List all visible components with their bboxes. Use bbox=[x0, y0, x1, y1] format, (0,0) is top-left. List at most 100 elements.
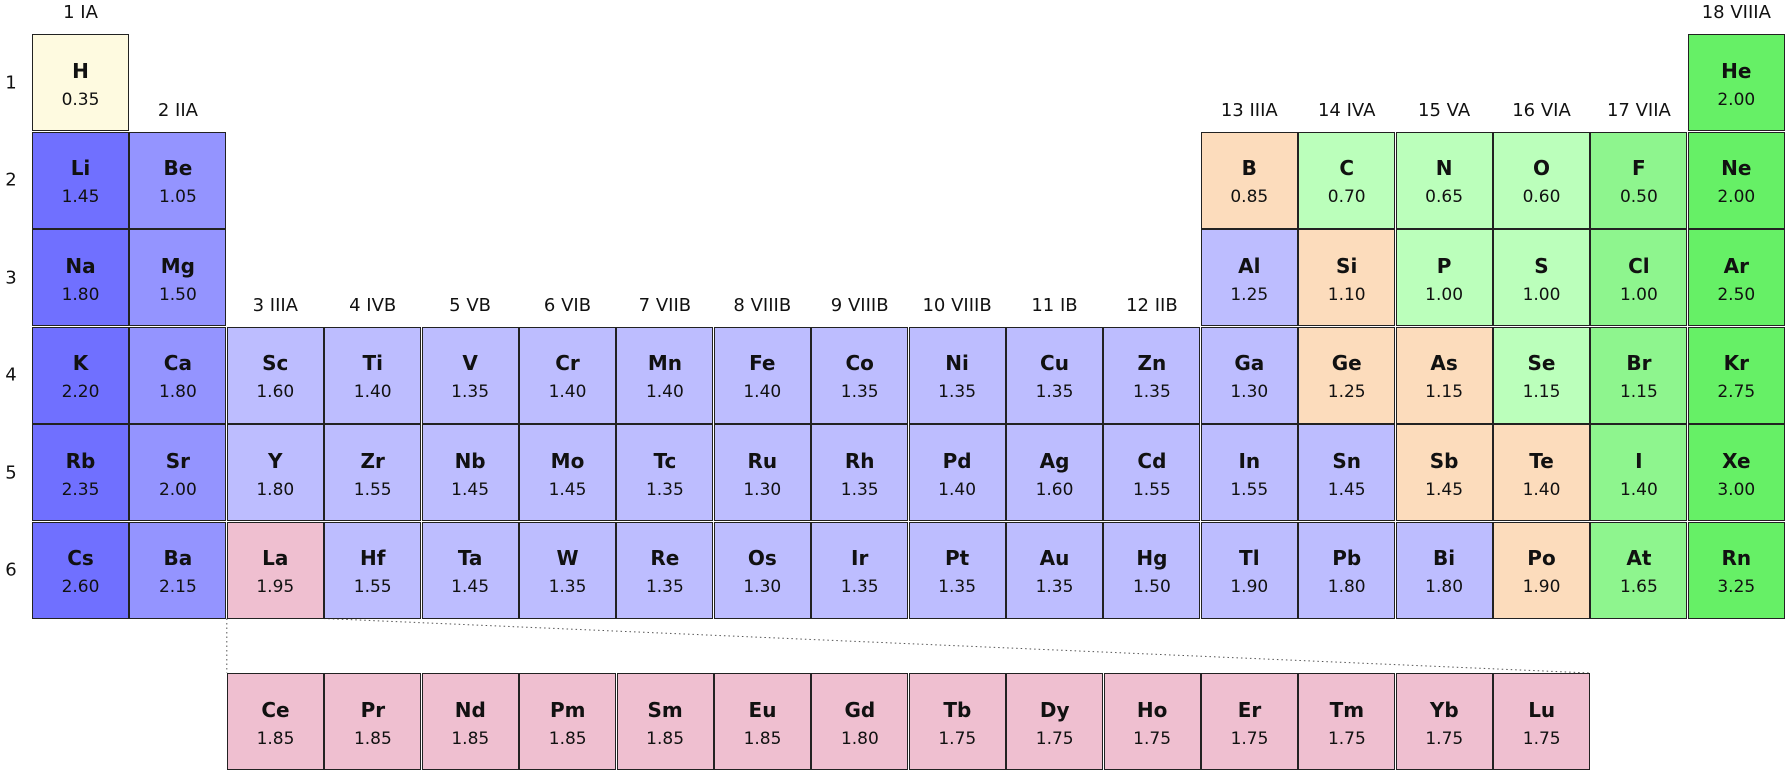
element-cell-gd: Gd 1.80 bbox=[811, 673, 909, 770]
element-symbol: Er bbox=[1237, 697, 1262, 722]
element-symbol: I bbox=[1635, 448, 1643, 473]
element-cell-er: Er 1.75 bbox=[1201, 673, 1298, 770]
element-cell-pd: Pd 1.40 bbox=[908, 424, 1006, 521]
element-symbol: Ce bbox=[261, 697, 290, 722]
element-cell-in: In 1.55 bbox=[1200, 424, 1298, 521]
element-value: 1.65 bbox=[1619, 577, 1658, 597]
element-value: 1.35 bbox=[938, 577, 977, 597]
element-symbol: Rn bbox=[1721, 546, 1752, 570]
element-symbol: In bbox=[1238, 448, 1261, 473]
element-cell-mg: Mg 1.50 bbox=[129, 229, 227, 326]
element-value: 0.70 bbox=[1327, 187, 1366, 207]
element-cell-ti: Ti 1.40 bbox=[324, 326, 422, 424]
element-value: 0.85 bbox=[1230, 187, 1269, 207]
element-cell-ca: Ca 1.80 bbox=[129, 326, 227, 424]
element-value: 1.35 bbox=[1132, 382, 1171, 402]
element-cell-cu: Cu 1.35 bbox=[1006, 326, 1103, 424]
element-cell-sm: Sm 1.85 bbox=[616, 673, 714, 770]
element-cell-sn: Sn 1.45 bbox=[1298, 424, 1396, 521]
element-cell-as: As 1.15 bbox=[1395, 326, 1493, 424]
element-symbol: Re bbox=[650, 546, 680, 570]
element-value: 1.35 bbox=[645, 479, 684, 500]
element-value: 1.45 bbox=[451, 577, 490, 597]
element-symbol: Gd bbox=[844, 697, 876, 722]
element-cell-ga: Ga 1.30 bbox=[1200, 326, 1298, 424]
element-value: 1.55 bbox=[1132, 479, 1171, 500]
element-symbol: F bbox=[1632, 156, 1646, 180]
element-cell-se: Se 1.15 bbox=[1493, 326, 1590, 424]
element-value: 3.25 bbox=[1717, 577, 1756, 597]
element-value: 1.45 bbox=[61, 187, 100, 207]
element-value: 1.55 bbox=[353, 479, 392, 500]
element-symbol: Nd bbox=[454, 697, 486, 722]
element-cell-bi: Bi 1.80 bbox=[1395, 521, 1493, 619]
element-cell-n: N 0.65 bbox=[1395, 131, 1493, 229]
element-symbol: Ar bbox=[1723, 253, 1749, 278]
element-cell-k: K 2.20 bbox=[32, 326, 129, 424]
element-cell-mo: Mo 1.45 bbox=[519, 424, 616, 521]
element-symbol: Hf bbox=[359, 546, 386, 570]
group-label-3: 3 IIIA bbox=[252, 294, 299, 316]
element-value: 1.80 bbox=[61, 284, 100, 305]
element-cell-o: O 0.60 bbox=[1493, 131, 1590, 229]
element-cell-yb: Yb 1.75 bbox=[1395, 673, 1493, 770]
element-cell-cd: Cd 1.55 bbox=[1103, 424, 1201, 521]
element-symbol: Lu bbox=[1528, 697, 1556, 722]
element-value: 1.90 bbox=[1522, 577, 1561, 597]
element-value: 2.00 bbox=[158, 479, 197, 500]
element-symbol: Ca bbox=[163, 351, 192, 375]
period-label-2: 2 bbox=[5, 169, 17, 191]
element-value: 1.00 bbox=[1619, 284, 1658, 305]
element-value: 1.75 bbox=[1522, 728, 1561, 749]
element-value: 1.40 bbox=[645, 382, 684, 402]
element-cell-eu: Eu 1.85 bbox=[714, 673, 811, 770]
element-value: 1.30 bbox=[743, 577, 782, 597]
element-value: 1.45 bbox=[451, 479, 490, 500]
element-value: 3.00 bbox=[1717, 479, 1756, 500]
element-value: 1.80 bbox=[1425, 577, 1464, 597]
element-cell-tm: Tm 1.75 bbox=[1298, 673, 1396, 770]
element-symbol: Be bbox=[163, 156, 193, 180]
element-cell-pb: Pb 1.80 bbox=[1298, 521, 1396, 619]
element-value: 2.00 bbox=[1717, 187, 1756, 207]
element-cell-os: Os 1.30 bbox=[713, 521, 811, 619]
element-cell-ir: Ir 1.35 bbox=[811, 521, 909, 619]
element-cell-pr: Pr 1.85 bbox=[324, 673, 422, 770]
element-value: 1.40 bbox=[548, 382, 587, 402]
element-symbol: Ga bbox=[1234, 351, 1265, 375]
element-symbol: S bbox=[1534, 253, 1549, 278]
element-cell-at: At 1.65 bbox=[1590, 521, 1688, 619]
element-cell-nd: Nd 1.85 bbox=[421, 673, 519, 770]
element-cell-ru: Ru 1.30 bbox=[713, 424, 811, 521]
element-symbol: Tb bbox=[943, 697, 972, 722]
element-value: 2.50 bbox=[1717, 284, 1756, 305]
element-value: 1.15 bbox=[1425, 382, 1464, 402]
connector-line-right bbox=[323, 618, 1591, 674]
element-value: 1.85 bbox=[451, 728, 490, 749]
element-cell-sr: Sr 2.00 bbox=[129, 424, 227, 521]
element-symbol: Pr bbox=[360, 697, 386, 722]
element-cell-s: S 1.00 bbox=[1493, 229, 1590, 326]
element-symbol: Au bbox=[1039, 546, 1070, 570]
element-symbol: Tc bbox=[653, 448, 677, 473]
element-value: 1.15 bbox=[1619, 382, 1658, 402]
element-value: 2.00 bbox=[1717, 89, 1756, 110]
element-symbol: Si bbox=[1336, 253, 1358, 278]
element-cell-li: Li 1.45 bbox=[32, 131, 129, 229]
element-cell-ho: Ho 1.75 bbox=[1103, 673, 1201, 770]
element-cell-c: C 0.70 bbox=[1298, 131, 1396, 229]
element-symbol: H bbox=[72, 58, 89, 83]
element-cell-zn: Zn 1.35 bbox=[1103, 326, 1201, 424]
group-label-16: 16 VIA bbox=[1512, 99, 1571, 121]
group-label-12: 12 IIB bbox=[1126, 294, 1178, 316]
element-value: 1.35 bbox=[938, 382, 977, 402]
element-cell-mn: Mn 1.40 bbox=[616, 326, 714, 424]
element-value: 1.75 bbox=[1133, 728, 1172, 749]
element-symbol: Eu bbox=[748, 697, 777, 722]
element-symbol: Ta bbox=[457, 546, 483, 570]
element-symbol: Bi bbox=[1433, 546, 1456, 570]
element-symbol: Dy bbox=[1039, 697, 1070, 722]
element-cell-ba: Ba 2.15 bbox=[129, 521, 227, 619]
element-value: 1.75 bbox=[1327, 728, 1366, 749]
element-value: 1.80 bbox=[158, 382, 197, 402]
